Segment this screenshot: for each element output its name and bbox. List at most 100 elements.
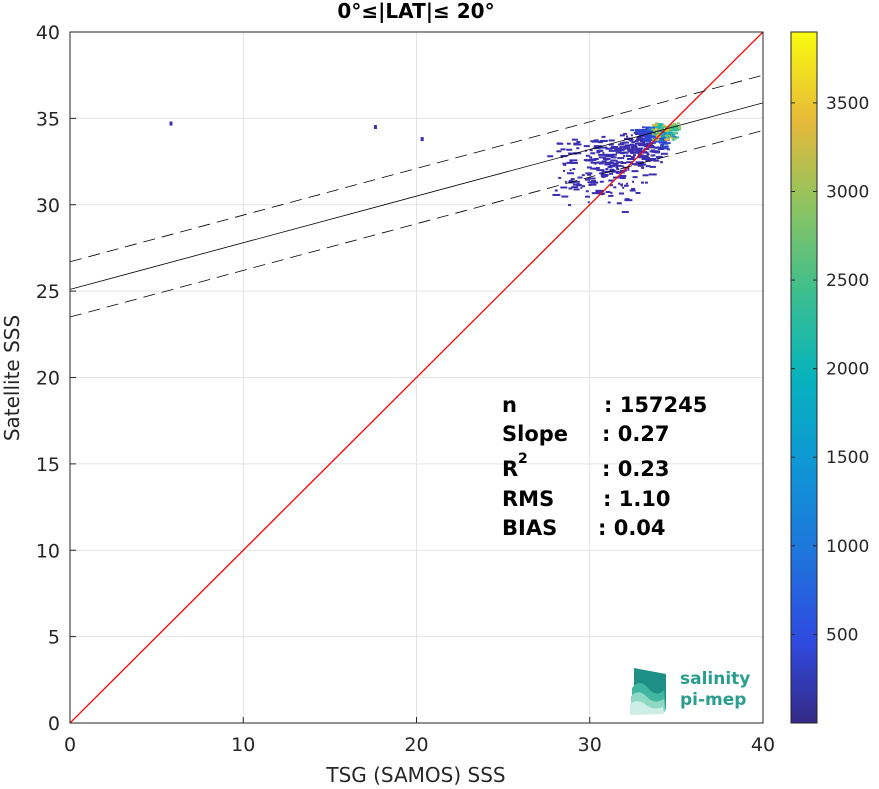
density-cell [634,142,637,145]
density-cell [586,166,592,169]
density-hotspot [671,133,675,136]
density-cell [605,191,611,194]
stat-n-value: : 157245 [604,393,707,417]
density-cell [631,170,639,173]
density-cell [556,142,562,145]
density-cell [599,172,604,175]
density-cell [566,161,573,164]
density-cell [552,193,561,196]
density-cell [569,160,573,163]
stats-box: n : 157245 Slope : 0.27 R 2 : 0.23 RMS :… [502,393,707,540]
density-cell [572,168,576,171]
density-cell [638,133,644,136]
density-cell [618,192,624,195]
density-cell [633,131,642,134]
density-cell [617,157,625,160]
density-cell [571,138,578,141]
density-cell [609,168,615,171]
density-hotspot [662,124,666,127]
density-cell [636,142,642,145]
density-cell [630,134,633,137]
density-cell [641,181,645,184]
density-hotspot [672,137,676,140]
density-hotspot [658,124,662,127]
density-cell [649,165,656,168]
density-cell [590,161,598,164]
density-cell [631,187,636,190]
colorbar-tick-label: 3000 [826,182,869,202]
y-tick-label: 5 [48,627,60,649]
y-tick-label: 0 [48,713,60,735]
density-cell [620,161,624,164]
density-cell [627,168,630,171]
density-cell [634,139,639,142]
colorbar-ticks: 500 1000 1500 2000 2500 3000 3500 [791,94,869,645]
y-tick-label: 35 [36,108,60,130]
stat-r2-superscript: 2 [518,451,528,467]
salinity-pimep-logo: salinity pi-mep [630,668,750,715]
density-cell [655,151,661,154]
density-cell [620,151,629,154]
density-cell [600,146,606,149]
density-cell [626,182,629,185]
density-cell [596,149,603,152]
density-cell [670,127,678,130]
density-cell [644,156,647,159]
density-hotspot [658,131,662,134]
density-cell [632,176,638,179]
density-cell [608,179,615,182]
density-cell [615,159,618,162]
density-cell [625,147,631,150]
density-cell [656,139,664,142]
density-cell [612,164,618,167]
density-hotspot [666,138,670,141]
density-cell [617,143,624,146]
density-cell [645,126,653,129]
density-cell [563,169,566,172]
density-cell [566,142,571,145]
density-cell [572,180,580,183]
density-cell [615,171,620,174]
density-cell [640,130,649,133]
density-cell [609,184,613,187]
density-cell [630,151,635,154]
density-cell [568,204,572,207]
density-cell [583,145,590,148]
density-cell [600,173,609,176]
density-cell [605,147,613,150]
density-cell [607,201,611,204]
density-cell [669,135,677,138]
density-cell [569,159,578,162]
density-cell [631,141,636,144]
x-tick-label: 30 [578,734,602,756]
density-cell [570,161,578,164]
density-cell [613,186,617,189]
density-cell [619,142,625,145]
density-cell [602,157,606,160]
density-hotspot [651,124,655,127]
density-cell [560,148,566,151]
density-cell [615,166,619,169]
density-hotspot [660,135,664,138]
density-cell [641,158,647,161]
density-cell [630,129,635,132]
stat-rms-value: : 1.10 [603,487,671,511]
density-cell [610,159,617,162]
density-cell [626,161,634,164]
density-hotspot [652,138,656,141]
y-tick-label: 20 [36,368,60,390]
y-tick-label: 10 [36,540,60,562]
density-cell [598,156,606,159]
density-cell [608,143,614,146]
density-cell [672,139,675,142]
density-cell [664,136,673,139]
density-cell [624,144,631,147]
stat-bias-label: BIAS [502,516,557,540]
density-cell [563,163,567,166]
density-cell [556,150,562,153]
density-cell [646,153,650,156]
density-cell [658,123,662,126]
density-cell [630,151,639,154]
density-cell [615,151,621,154]
density-cell [646,145,655,148]
